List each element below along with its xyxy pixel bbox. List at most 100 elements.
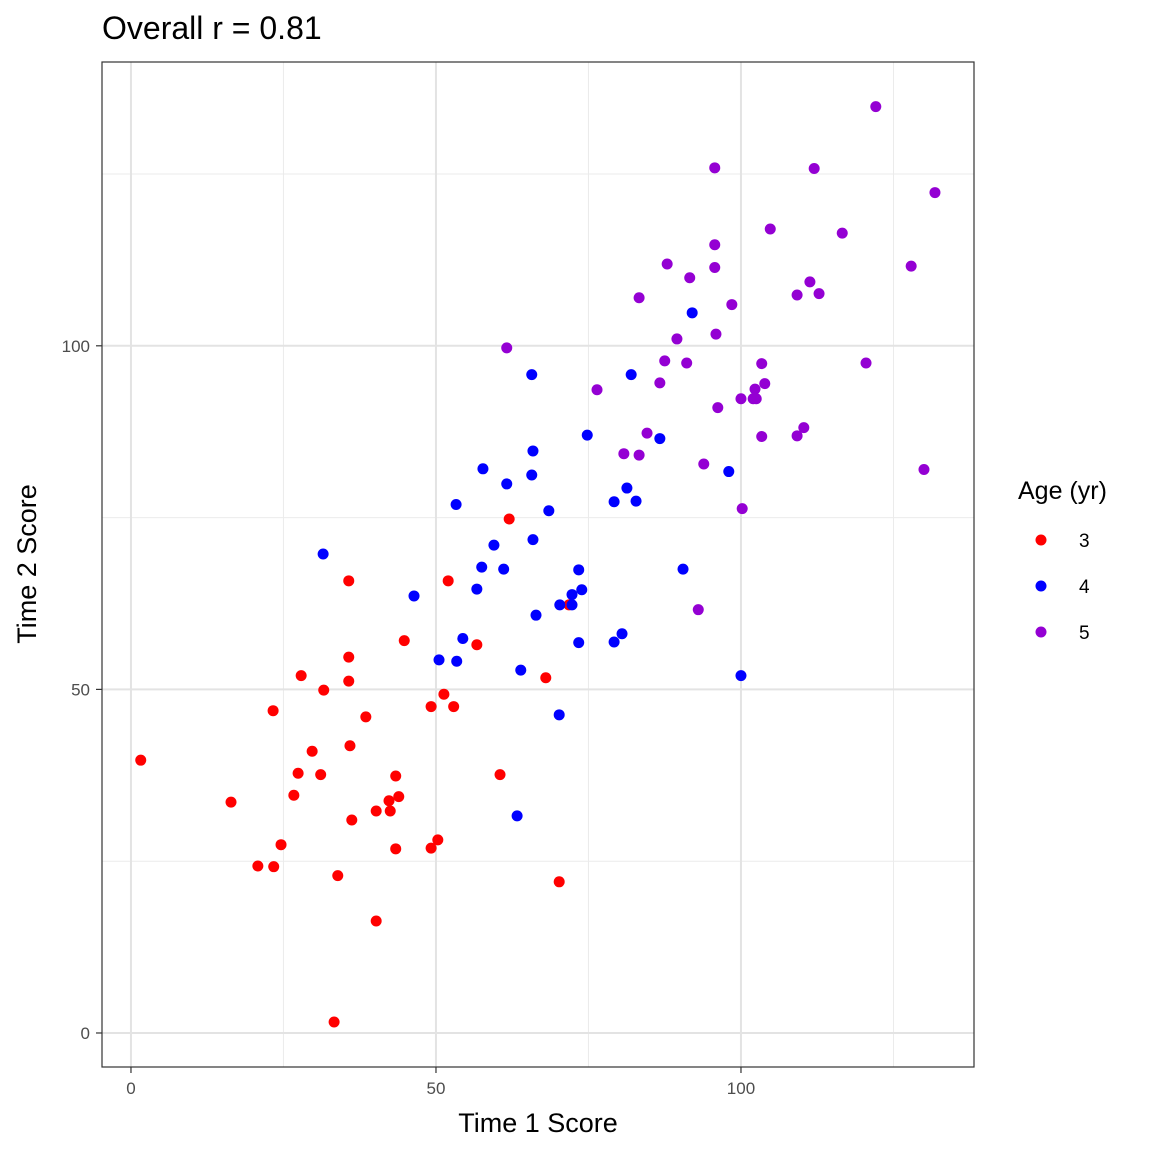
data-point-age-4: [530, 609, 542, 621]
y-tick-label: 100: [62, 337, 90, 356]
data-point-age-4: [608, 496, 620, 508]
data-point-age-4: [526, 369, 538, 381]
legend-label-5: 5: [1079, 623, 1090, 644]
data-point-age-5: [759, 378, 771, 390]
data-point-age-5: [661, 258, 673, 270]
data-point-age-3: [318, 684, 330, 696]
data-point-age-4: [433, 654, 445, 666]
data-point-age-4: [317, 548, 329, 560]
data-point-age-4: [616, 628, 628, 640]
data-point-age-4: [471, 583, 483, 595]
data-point-age-3: [225, 796, 237, 808]
data-point-age-3: [346, 814, 358, 826]
data-point-age-3: [390, 843, 402, 855]
data-point-age-4: [573, 564, 585, 576]
data-point-age-3: [343, 651, 355, 663]
data-point-age-4: [526, 469, 538, 481]
data-point-age-4: [450, 499, 462, 511]
data-point-age-5: [929, 187, 941, 199]
data-point-age-3: [343, 675, 355, 687]
data-point-age-3: [370, 805, 382, 817]
data-point-age-4: [408, 590, 420, 602]
data-point-age-3: [393, 791, 405, 803]
data-point-age-5: [712, 402, 724, 414]
data-point-age-4: [543, 505, 555, 517]
data-point-age-4: [554, 599, 566, 611]
data-point-age-4: [581, 429, 593, 441]
data-point-age-4: [576, 584, 588, 596]
grid-lines: [102, 62, 974, 1067]
data-point-age-5: [633, 449, 645, 461]
data-point-age-5: [681, 357, 693, 369]
data-point-age-3: [332, 870, 344, 882]
plot-panel: [102, 62, 974, 1067]
data-point-age-5: [749, 383, 761, 395]
axes: 0 50 100 0 50 100: [62, 337, 756, 1098]
data-point-age-5: [659, 355, 671, 367]
data-point-age-3: [398, 635, 410, 647]
data-point-age-5: [798, 422, 810, 434]
data-point-age-5: [633, 292, 645, 304]
data-point-age-4: [527, 445, 539, 457]
data-point-age-5: [756, 358, 768, 370]
data-point-age-4: [553, 709, 565, 721]
data-point-age-4: [488, 539, 500, 551]
data-point-age-5: [692, 604, 704, 616]
data-point-age-5: [918, 463, 930, 475]
data-point-age-3: [275, 839, 287, 851]
data-point-age-3: [315, 769, 327, 781]
data-point-age-3: [252, 860, 264, 872]
legend-label-3: 3: [1079, 531, 1090, 552]
data-point-age-3: [494, 769, 506, 781]
data-point-age-3: [390, 770, 402, 782]
legend-key-4: [1035, 580, 1047, 592]
x-tick-label: 50: [427, 1079, 446, 1098]
data-point-age-3: [268, 861, 280, 873]
legend: 3 4 5: [1035, 531, 1090, 644]
x-axis-label: Time 1 Score: [458, 1108, 618, 1138]
data-point-age-5: [591, 384, 603, 396]
x-tick-label: 100: [727, 1079, 755, 1098]
data-point-age-4: [477, 463, 489, 475]
data-point-age-4: [677, 563, 689, 575]
y-axis-label: Time 2 Score: [12, 484, 42, 644]
data-point-age-4: [566, 589, 578, 601]
data-point-age-5: [710, 328, 722, 340]
data-point-age-4: [527, 534, 539, 546]
y-tick-label: 0: [81, 1024, 90, 1043]
data-point-age-3: [383, 795, 395, 807]
data-point-age-5: [671, 333, 683, 345]
data-point-age-4: [735, 670, 747, 682]
data-point-age-4: [608, 636, 620, 648]
data-point-age-3: [425, 842, 437, 854]
data-point-age-4: [625, 369, 637, 381]
data-point-age-4: [476, 561, 488, 573]
data-point-age-5: [750, 393, 762, 405]
data-point-age-4: [654, 433, 666, 445]
panel-border: [101, 61, 975, 1068]
data-point-age-5: [905, 260, 917, 272]
data-point-age-5: [501, 342, 513, 354]
data-point-age-3: [553, 876, 565, 888]
data-point-age-5: [736, 503, 748, 515]
data-point-age-3: [306, 745, 318, 757]
data-point-age-5: [791, 289, 803, 301]
data-point-age-3: [471, 639, 483, 651]
data-point-age-5: [808, 163, 820, 175]
data-point-age-5: [654, 377, 666, 389]
data-point-age-5: [870, 101, 882, 113]
legend-title: Age (yr): [1018, 477, 1107, 505]
data-point-age-5: [698, 458, 710, 470]
chart-title: Overall r = 0.81: [102, 10, 322, 46]
data-point-age-5: [836, 227, 848, 239]
data-point-age-3: [135, 754, 147, 766]
data-point-age-3: [448, 701, 460, 713]
data-point-age-3: [360, 711, 372, 723]
data-point-age-5: [791, 430, 803, 442]
data-point-age-3: [295, 670, 307, 682]
data-point-age-3: [267, 705, 279, 717]
data-point-age-3: [432, 834, 444, 846]
data-point-age-3: [438, 688, 450, 700]
legend-key-5: [1035, 626, 1047, 638]
data-point-age-5: [813, 288, 825, 300]
